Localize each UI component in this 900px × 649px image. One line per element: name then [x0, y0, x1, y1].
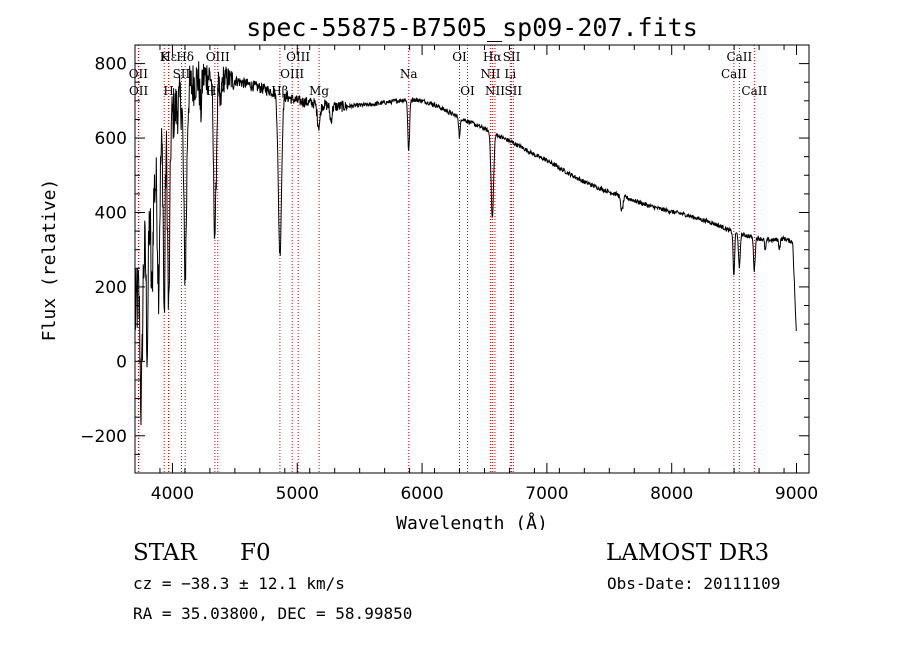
- x-tick-label: 6000: [400, 484, 443, 504]
- line-marker-label: Hδ: [176, 50, 194, 64]
- line-marker-label: Na: [400, 67, 418, 81]
- obs-date-text: Obs-Date: 20111109: [607, 574, 781, 593]
- line-marker-labels: HεOIIOIIKHHδSIIHγOIIIHβOIIIOIIIMgNaOIOIN…: [129, 50, 768, 98]
- x-tick-label: 4000: [151, 484, 194, 504]
- x-axis: 4000 5000 6000 7000 8000 9000: [134, 45, 818, 504]
- line-marker-label: NII: [480, 67, 500, 81]
- line-marker-label: Mg: [309, 84, 329, 98]
- x-tick-label: 9000: [775, 484, 818, 504]
- coordinates-text: RA = 35.03800, DEC = 58.99850: [133, 604, 413, 623]
- line-marker-label: SII: [503, 50, 521, 64]
- line-marker-label: SII: [504, 84, 522, 98]
- y-tick-label: 200: [95, 278, 127, 298]
- line-marker-label: OII: [129, 84, 149, 98]
- y-tick-label: 600: [95, 129, 127, 149]
- x-tick-label: 8000: [650, 484, 693, 504]
- line-marker-label: NII: [485, 84, 505, 98]
- plot-frame: [134, 44, 810, 474]
- object-subclass: F0: [240, 540, 271, 566]
- y-axis-label: Flux (relative): [39, 179, 60, 342]
- line-marker-label: OIII: [206, 50, 230, 64]
- object-class: STAR: [133, 540, 197, 566]
- x-tick-label: 7000: [525, 484, 568, 504]
- x-tick-label: 5000: [276, 484, 319, 504]
- y-axis: −200 0 200 400 600 800: [80, 44, 809, 474]
- survey-name: LAMOST DR3: [606, 540, 770, 566]
- line-marker-label: OI: [452, 50, 467, 64]
- line-markers: [137, 45, 755, 473]
- line-marker-label: CaII: [726, 50, 752, 64]
- line-marker-label: Hγ: [206, 84, 224, 98]
- line-marker-label: SII: [173, 67, 191, 81]
- x-axis-label: Wavelength (Å): [396, 512, 548, 530]
- chart-title: spec-55875-B7505_sp09-207.fits: [246, 13, 698, 42]
- y-tick-label: 400: [95, 203, 127, 223]
- spectrum-series-line: [134, 61, 797, 426]
- line-marker-label: OII: [129, 67, 149, 81]
- line-marker-label: OI: [460, 84, 475, 98]
- line-marker-label: K: [160, 50, 170, 64]
- redshift-text: cz = −38.3 ± 12.1 km/s: [133, 574, 345, 593]
- line-marker-label: H: [163, 84, 173, 98]
- line-marker-label: OIII: [286, 50, 310, 64]
- line-marker-label: Hα: [483, 50, 502, 64]
- line-marker-label: OIII: [280, 67, 304, 81]
- y-tick-label: 800: [95, 55, 127, 75]
- y-tick-label: 0: [116, 352, 127, 372]
- line-marker-label: Li: [504, 67, 516, 81]
- y-tick-label: −200: [80, 427, 127, 447]
- line-marker-label: CaII: [741, 84, 767, 98]
- line-marker-label: Hβ: [271, 84, 288, 98]
- line-marker-label: CaII: [721, 67, 747, 81]
- spectrum-chart: spec-55875-B7505_sp09-207.fits HεOIIOIIK…: [39, 13, 818, 530]
